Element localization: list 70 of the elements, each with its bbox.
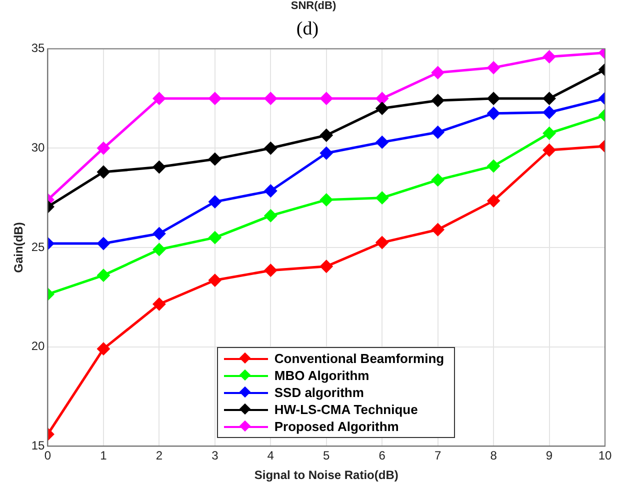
legend-label: Proposed Algorithm (274, 419, 399, 434)
point (96, 268, 110, 282)
x-tick-label: 0 (44, 448, 52, 463)
point (264, 92, 278, 105)
point (376, 191, 389, 204)
y-tick-label: 35 (31, 41, 46, 56)
legend-label: MBO Algorithm (274, 368, 370, 384)
point (542, 92, 556, 105)
point (376, 92, 389, 105)
x-tick-label: 9 (546, 448, 553, 463)
point (152, 92, 166, 105)
point (320, 260, 333, 273)
point (542, 50, 556, 64)
point (431, 223, 444, 236)
point (487, 106, 500, 120)
point (264, 209, 278, 222)
point (431, 126, 444, 139)
legend-label: Conventional Beamforming (274, 351, 444, 366)
point (487, 194, 500, 208)
y-tick-label: 15 (31, 438, 46, 453)
x-tick-label: 7 (434, 448, 442, 463)
point (320, 146, 333, 160)
point (264, 184, 278, 198)
x-tick-label: 8 (490, 448, 498, 463)
x-tick-label: 5 (323, 448, 330, 463)
point (320, 193, 333, 206)
point (208, 152, 222, 166)
chart-title: (d) (296, 18, 319, 40)
y-tick-label: 30 (31, 140, 46, 154)
legend-label: SSD algorithm (274, 385, 364, 400)
point (208, 195, 222, 208)
point (264, 264, 278, 277)
point (320, 92, 333, 105)
point (487, 160, 500, 173)
point (542, 106, 556, 119)
point (431, 173, 444, 186)
point (152, 242, 166, 256)
point (487, 92, 500, 105)
x-axis-title: Signal to Noise Ratio(dB) (254, 468, 398, 482)
x-tick-label: 6 (378, 448, 386, 463)
x-tick-label: 10 (598, 448, 612, 463)
point (152, 298, 166, 311)
point (376, 236, 389, 250)
text: SNR(dB) (290, 0, 338, 12)
x-tick-label: 1 (100, 448, 108, 463)
point (542, 126, 556, 140)
point (96, 342, 110, 356)
y-axis-title: Gain(dB) (12, 222, 26, 273)
y-tick-label: 20 (31, 339, 46, 354)
legend-label: HW-LS-CMA Technique (274, 402, 418, 418)
point (376, 136, 389, 149)
point (542, 144, 556, 157)
point (152, 160, 166, 174)
point (431, 66, 444, 80)
point (487, 61, 500, 74)
point (208, 92, 222, 105)
point (376, 102, 389, 115)
x-tick-label: 2 (156, 448, 163, 463)
point (152, 227, 166, 240)
point (320, 128, 333, 142)
point (96, 237, 110, 250)
point (264, 142, 278, 155)
point (431, 94, 444, 107)
point (96, 142, 110, 155)
x-tick-label: 3 (212, 448, 219, 463)
y-tick-label: 25 (31, 240, 46, 254)
point (96, 165, 110, 178)
point (208, 231, 222, 244)
point (208, 274, 222, 287)
x-tick-label: 4 (267, 448, 274, 463)
